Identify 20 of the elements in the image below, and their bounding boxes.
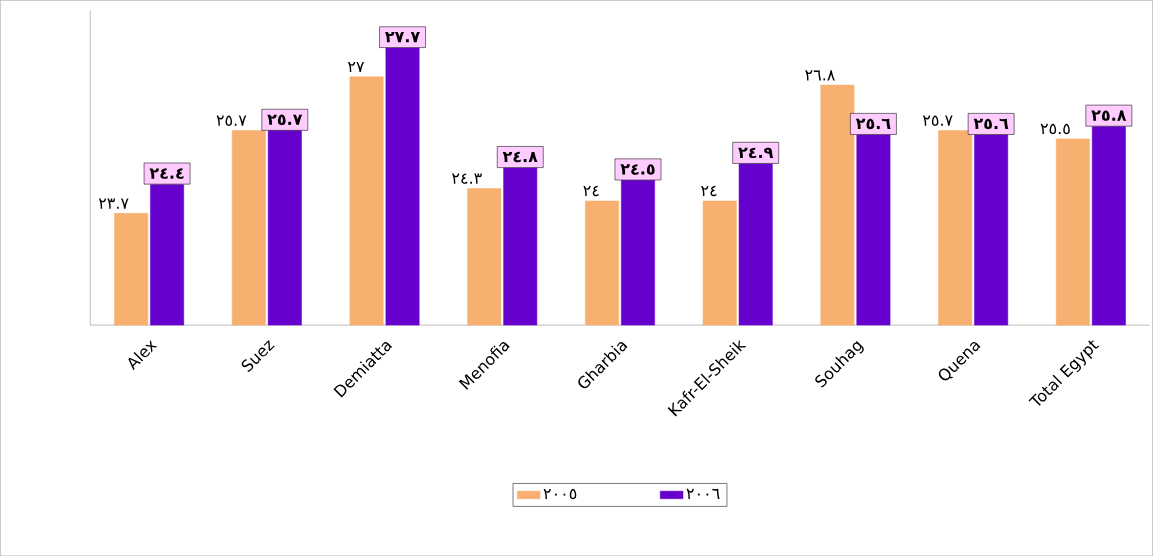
data-label: ٢٥.٦	[855, 118, 891, 130]
data-label: ٢٥.٧	[216, 115, 247, 126]
legend-label: ٢٠٠٥	[543, 488, 577, 500]
data-label: ٢٥.٨	[1091, 110, 1127, 121]
data-label: ٢٥.٧	[922, 115, 953, 126]
data-label: ٢٤.٤	[149, 168, 184, 179]
data-label: ٢٤	[701, 185, 717, 197]
data-label: ٢٤	[583, 185, 599, 197]
data-label: ٢٣.٧	[98, 198, 129, 209]
data-label: ٢٦.٨	[805, 70, 835, 81]
data-label: ٢٥.٦	[973, 118, 1009, 130]
data-label: ٢٤.٨	[502, 151, 538, 163]
data-label: ٢٤.٣	[452, 173, 482, 184]
legend-label: ٢٠٠٦	[686, 488, 720, 499]
data-label: ٢٤.٩	[738, 147, 774, 158]
data-label: ٢٥.٥	[1040, 123, 1070, 135]
data-label: ٢٧	[347, 61, 365, 72]
data-label: ٢٥.٧	[267, 114, 303, 125]
data-label: ٢٤.٥	[620, 164, 655, 175]
data-label: ٢٧.٧	[385, 31, 420, 43]
